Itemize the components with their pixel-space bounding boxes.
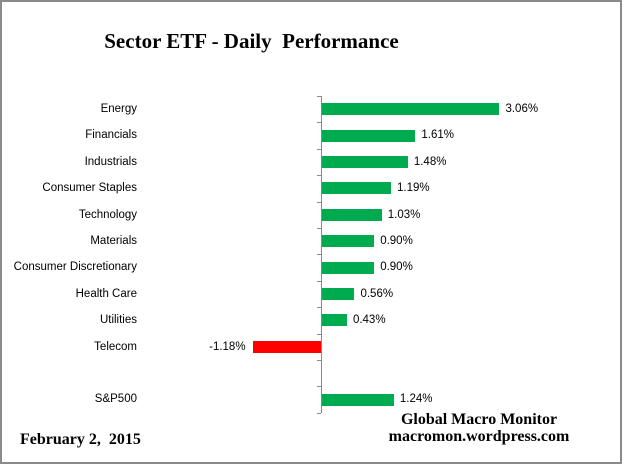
axis-tick <box>317 413 321 414</box>
axis-tick <box>317 202 321 203</box>
credit-block: Global Macro Monitor macromon.wordpress.… <box>348 411 610 445</box>
category-label: Consumer Discretionary <box>13 261 137 274</box>
positive-bar <box>322 208 382 221</box>
credit-url: macromon.wordpress.com <box>388 428 570 445</box>
axis-tick <box>317 175 321 176</box>
value-label: 0.43% <box>352 314 386 327</box>
positive-bar <box>322 261 375 274</box>
category-label: Materials <box>90 235 137 247</box>
category-label: Financials <box>85 129 137 142</box>
positive-bar <box>322 156 408 168</box>
value-label: 1.24% <box>399 393 433 406</box>
value-label: 0.56% <box>360 287 394 300</box>
category-label: Health Care <box>75 287 137 300</box>
category-label: Technology <box>78 208 137 221</box>
axis-tick <box>317 334 321 335</box>
positive-bar <box>322 182 392 195</box>
value-label: 0.90% <box>380 235 413 247</box>
value-label: -1.18% <box>209 340 246 353</box>
category-label: Telecom <box>94 340 137 353</box>
positive-bar <box>322 235 375 248</box>
category-label: Consumer Staples <box>42 182 137 195</box>
category-label: Industrials <box>84 155 137 168</box>
axis-tick <box>317 281 321 282</box>
positive-bar <box>322 103 500 116</box>
credit-title: Global Macro Monitor <box>400 411 558 428</box>
positive-bar <box>322 314 347 327</box>
axis-tick <box>317 228 321 229</box>
value-label: 1.03% <box>387 208 421 221</box>
chart-frame <box>0 0 622 464</box>
positive-bar <box>322 288 355 300</box>
axis-tick <box>317 386 321 387</box>
axis-tick <box>317 149 321 150</box>
category-axis-line <box>321 96 322 413</box>
value-label: 1.19% <box>397 182 430 195</box>
plot-area: Energy 3.06% Financials 1.61% Industrials 1.4… <box>0 96 620 414</box>
axis-tick <box>317 122 321 123</box>
axis-tick <box>317 254 321 255</box>
axis-tick <box>317 96 321 97</box>
axis-tick <box>317 307 321 308</box>
category-label: Utilities <box>99 314 137 327</box>
chart-title: Sector ETF - Daily Performance <box>104 29 399 53</box>
value-label: 1.61% <box>421 129 454 142</box>
negative-bar <box>252 340 321 353</box>
category-label: Energy <box>100 103 137 115</box>
value-label: 3.06% <box>505 103 539 115</box>
category-label: S&P500 <box>94 393 137 406</box>
date-label: February 2, 2015 <box>20 431 141 448</box>
value-label: 0.90% <box>380 261 413 274</box>
positive-bar <box>322 393 394 406</box>
positive-bar <box>322 129 416 142</box>
value-label: 1.48% <box>413 155 447 168</box>
axis-tick <box>317 360 321 361</box>
